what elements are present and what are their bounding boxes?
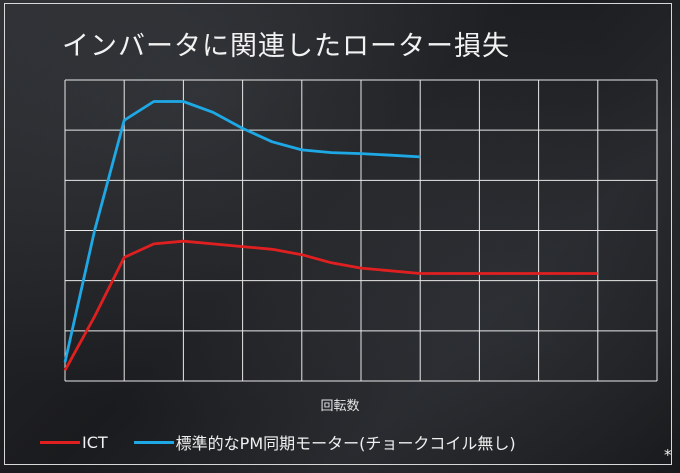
chart-title: インバータに関連したローター損失 bbox=[62, 31, 510, 62]
legend-swatch-pm-motor bbox=[133, 440, 174, 444]
legend-label-pm-motor: 標準的なPM同期モーター(チョークコイル無し) bbox=[175, 434, 516, 453]
slide-frame bbox=[4, 3, 672, 465]
grid bbox=[64, 79, 658, 382]
legend-label-ict: ICT bbox=[82, 432, 108, 452]
series-line-pm-motor bbox=[63, 100, 421, 363]
legend-item-pm-motor: 標準的なPM同期モーター(チョークコイル無し) bbox=[133, 430, 516, 454]
series-line-ict bbox=[63, 239, 598, 371]
legend-item-ict: ICT bbox=[40, 433, 108, 452]
legend-swatch-ict bbox=[40, 440, 80, 444]
footnote-marker: * bbox=[664, 446, 672, 464]
x-axis-label: 回転数 bbox=[320, 399, 360, 414]
legend: ICT 標準的なPM同期モーター(チョークコイル無し) bbox=[40, 431, 542, 453]
